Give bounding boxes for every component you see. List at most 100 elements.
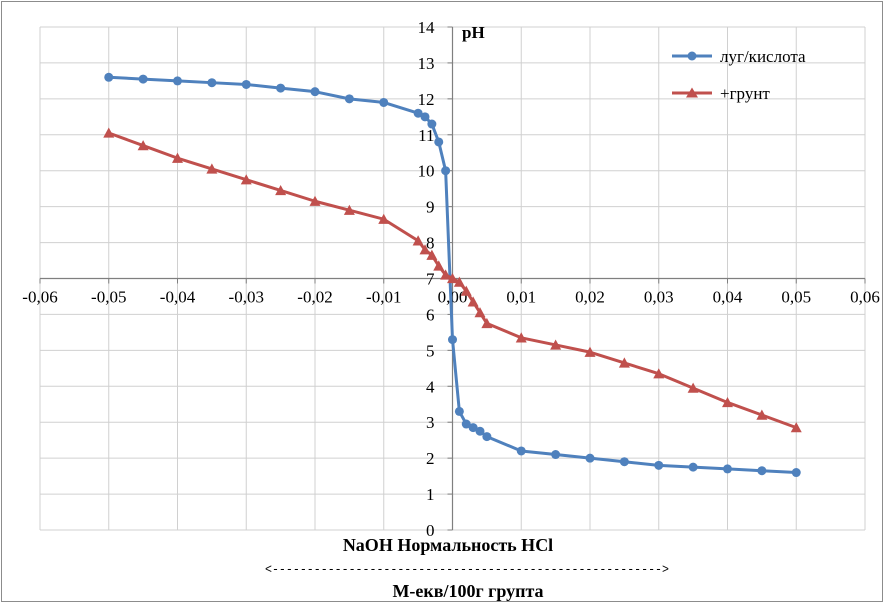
data-point: [103, 127, 115, 138]
legend-label-series-1: луг/кислота: [720, 47, 806, 66]
legend-marker-series-2: [686, 87, 698, 98]
x-tick-label: 0,05: [781, 288, 811, 307]
data-point: [426, 249, 438, 260]
data-point: [344, 94, 354, 104]
y-tick-label: 13: [418, 54, 435, 73]
data-point: [460, 285, 472, 296]
x-tick-label: -0,06: [22, 288, 57, 307]
x-tick-label: -0,05: [91, 288, 126, 307]
data-point: [241, 79, 251, 89]
x-tick-label: -0,03: [229, 288, 264, 307]
y-tick-label: 9: [426, 198, 435, 217]
data-point: [468, 423, 478, 433]
data-point: [427, 119, 437, 129]
data-point: [275, 184, 287, 196]
data-point: [654, 460, 664, 470]
x-tick-label: 0,01: [506, 288, 536, 307]
legend-label-series-2: +грунт: [720, 84, 770, 103]
data-point: [412, 235, 424, 246]
x-tick-label: 0,02: [575, 288, 605, 307]
data-point: [688, 462, 698, 472]
legend: луг/кислота +грунт: [672, 47, 806, 103]
x-axis-label-units: М-екв/100г групта: [392, 581, 543, 601]
data-point: [310, 87, 320, 97]
data-point: [379, 97, 389, 107]
data-point: [173, 76, 182, 86]
data-point: [550, 339, 562, 350]
data-point: [420, 112, 430, 122]
data-point: [138, 74, 148, 84]
data-point: [448, 335, 457, 345]
data-point: [467, 296, 479, 307]
legend-marker-series-1: [687, 51, 697, 61]
data-point: [206, 163, 218, 174]
data-point: [585, 453, 595, 463]
data-point: [433, 260, 445, 271]
x-tick-label: -0,01: [366, 288, 401, 307]
data-point: [378, 213, 390, 224]
data-point: [453, 276, 465, 287]
data-point: [309, 195, 321, 206]
data-point: [481, 317, 493, 329]
data-point: [240, 174, 252, 185]
data-point: [475, 426, 485, 436]
data-point: [687, 382, 699, 393]
y-tick-label: 2: [426, 449, 435, 468]
data-point: [461, 419, 471, 429]
data-point: [756, 409, 768, 420]
x-tick-label: 0,04: [713, 288, 743, 307]
data-point: [454, 406, 464, 416]
data-point: [619, 457, 629, 467]
data-point: [516, 446, 526, 456]
y-tick-label: 1: [426, 485, 435, 504]
x-tick-label: -0,04: [160, 288, 196, 307]
data-point: [791, 468, 801, 478]
data-point: [482, 432, 492, 442]
y-tick-label: 4: [426, 377, 435, 396]
direction-arrow: <---------------------------------------…: [265, 562, 669, 577]
data-point: [276, 83, 286, 93]
data-point: [653, 368, 665, 379]
data-point: [440, 269, 452, 280]
data-point: [474, 307, 486, 318]
data-point: [413, 108, 423, 118]
data-point: [104, 72, 114, 82]
data-point: [551, 450, 561, 460]
data-point: [434, 137, 444, 147]
data-point: [515, 332, 527, 343]
y-tick-label: 5: [426, 341, 435, 360]
x-tick-label: -0,02: [297, 288, 332, 307]
data-point: [618, 357, 630, 368]
x-tick-label: 0,06: [850, 288, 880, 307]
y-tick-label: 10: [418, 162, 435, 181]
data-point: [447, 273, 458, 284]
x-axis-label: NaOH Нормальность HCl: [343, 535, 553, 555]
data-point: [419, 244, 431, 255]
data-point: [722, 396, 733, 408]
data-point: [790, 422, 802, 433]
data-point: [441, 166, 451, 176]
y-tick-label: 3: [426, 413, 435, 432]
data-point: [584, 346, 596, 357]
x-tick-label: 0,03: [644, 288, 674, 307]
data-point: [343, 204, 355, 215]
y-tick-label: 0: [426, 521, 435, 540]
x-tick-label: 0,00: [438, 288, 468, 307]
x-tick-labels: -0,06 -0,05 -0,04 -0,03 -0,02 -0,01 0,00 0,01 0,…: [22, 288, 880, 307]
y-tick-label: 11: [418, 126, 434, 145]
y-tick-label: 14: [418, 18, 436, 37]
y-tick-label: 6: [426, 305, 435, 324]
y-axis-label: pH: [462, 23, 485, 42]
data-point: [137, 140, 149, 151]
data-point: [757, 466, 767, 476]
data-point: [723, 464, 732, 474]
y-tick-label: 8: [426, 234, 435, 253]
data-series: [103, 72, 802, 478]
y-tick-label: 7: [426, 270, 435, 289]
data-point: [172, 152, 183, 163]
data-point: [207, 78, 217, 88]
y-tick-label: 12: [418, 90, 435, 109]
